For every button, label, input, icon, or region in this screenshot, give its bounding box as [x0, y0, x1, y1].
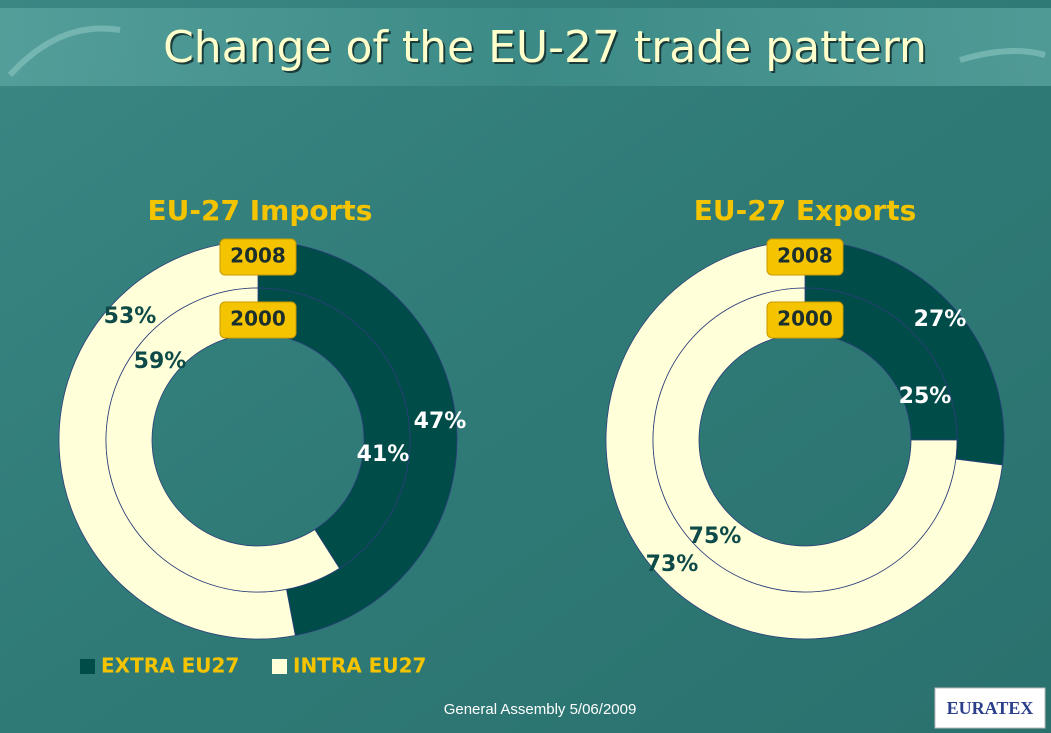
ring-label: 2000 [230, 307, 286, 331]
data-label: 75% [689, 524, 742, 549]
ring-label: 2000 [777, 307, 833, 331]
title-band [0, 8, 1051, 86]
legend-label: INTRA EU27 [293, 654, 426, 678]
data-label: 59% [134, 349, 187, 374]
logo: EURATEX [947, 698, 1034, 718]
footer: General Assembly 5/06/2009 [444, 701, 637, 718]
donut-segment [257, 287, 411, 569]
donut-segment [652, 287, 958, 593]
ring-label-box [766, 238, 844, 276]
legend-label: EXTRA EU27 [101, 654, 239, 678]
chart-title: EU-27 Imports [148, 194, 373, 227]
ring-label: 2008 [777, 244, 833, 268]
title-shadow: Change of the EU-27 trade pattern [165, 24, 929, 75]
ring-label-box [766, 301, 844, 339]
ring-label: 2008 [230, 244, 286, 268]
ring-label-box [219, 301, 297, 339]
chart-title: EU-27 Exports [694, 194, 917, 227]
title: Change of the EU-27 trade pattern [163, 22, 927, 73]
data-label: 47% [414, 409, 467, 434]
logo-box [934, 687, 1046, 729]
data-label: 53% [104, 304, 157, 329]
data-label: 27% [914, 307, 967, 332]
data-label: 41% [357, 442, 410, 467]
legend-swatch [80, 659, 95, 674]
data-label: 25% [899, 384, 952, 409]
decoration [7, 25, 1046, 78]
donut-segment [105, 287, 340, 593]
data-label: 73% [646, 552, 699, 577]
ring-label-box [219, 238, 297, 276]
legend-swatch [272, 659, 287, 674]
